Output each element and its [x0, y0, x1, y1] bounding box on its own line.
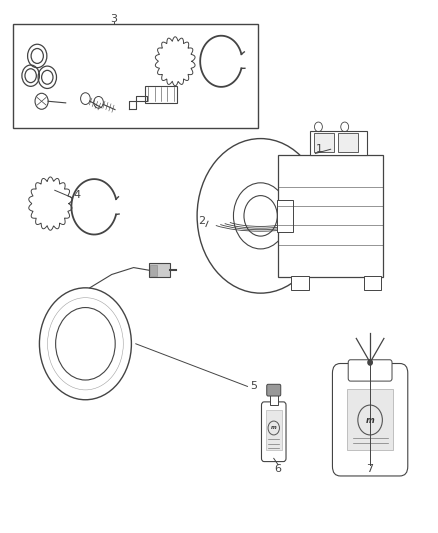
Bar: [270, 393, 278, 405]
Bar: [347, 389, 393, 450]
Bar: [13, 24, 258, 128]
Text: 4: 4: [73, 190, 80, 199]
Bar: [338, 133, 358, 152]
FancyBboxPatch shape: [261, 402, 286, 462]
FancyBboxPatch shape: [278, 155, 383, 277]
FancyBboxPatch shape: [267, 384, 281, 396]
Bar: [266, 410, 282, 450]
Bar: [145, 86, 177, 103]
Text: 1: 1: [316, 144, 323, 154]
Bar: [310, 131, 367, 155]
Bar: [277, 200, 293, 232]
Text: m: m: [271, 425, 277, 431]
FancyBboxPatch shape: [332, 364, 408, 476]
Bar: [149, 263, 170, 277]
Bar: [314, 133, 334, 152]
Text: m: m: [366, 416, 374, 424]
Text: 2: 2: [198, 216, 205, 226]
Circle shape: [368, 360, 372, 365]
Text: 7: 7: [367, 464, 374, 474]
Bar: [150, 265, 157, 276]
Text: 3: 3: [110, 14, 117, 23]
Bar: [364, 276, 381, 290]
FancyBboxPatch shape: [348, 360, 392, 381]
Text: 5: 5: [251, 382, 258, 391]
Bar: [291, 276, 309, 290]
Text: 6: 6: [275, 464, 282, 474]
